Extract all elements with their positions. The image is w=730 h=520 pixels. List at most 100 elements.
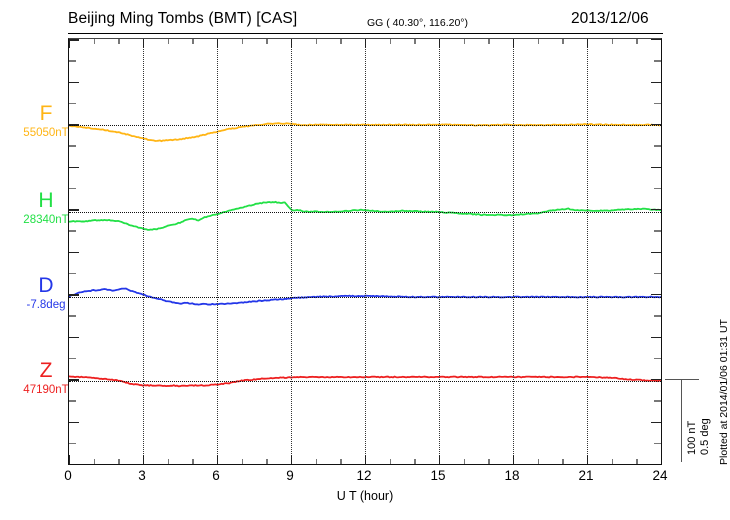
- y-axis-tick: [69, 272, 76, 275]
- y-axis-tick: [69, 145, 76, 147]
- y-axis-tick: [69, 251, 79, 253]
- x-axis-tick-top: [241, 39, 243, 44]
- geographic-coordinates: GG ( 40.30°, 116.20°): [367, 17, 469, 29]
- component-symbol-d: D: [38, 274, 54, 297]
- vertical-gridline: [291, 39, 292, 464]
- baseline-h: [69, 212, 661, 213]
- x-axis-tick-top: [340, 39, 342, 44]
- x-axis-tick: [389, 459, 391, 464]
- y-axis-tick-right: [654, 230, 661, 232]
- x-axis-tick-top: [488, 39, 490, 44]
- x-axis-tick: [488, 459, 490, 464]
- x-axis-tick-label: 3: [138, 468, 146, 483]
- y-axis-tick-right: [651, 124, 661, 126]
- y-axis-tick-right: [654, 400, 661, 402]
- x-axis-tick: [217, 455, 219, 464]
- x-axis-tick: [93, 459, 95, 464]
- x-axis-tick: [118, 459, 120, 464]
- y-axis-tick: [69, 187, 76, 190]
- y-axis-tick: [69, 230, 76, 232]
- x-axis-tick-top: [118, 39, 120, 44]
- x-axis-tick: [192, 459, 194, 464]
- x-axis-tick: [143, 455, 145, 464]
- y-axis-tick: [69, 400, 76, 402]
- y-axis-tick: [69, 294, 79, 296]
- y-axis-tick-right: [654, 442, 661, 445]
- y-axis-tick-right: [654, 187, 661, 190]
- x-axis-tick-label: 15: [430, 468, 446, 483]
- x-axis-tick-label: 24: [652, 468, 668, 483]
- x-axis-tick: [414, 459, 416, 464]
- x-axis-tick-top: [389, 39, 391, 44]
- y-axis-tick-right: [654, 60, 661, 62]
- x-axis-tick-label: 0: [64, 468, 72, 483]
- component-symbol-h: H: [38, 189, 54, 212]
- x-axis-tick-label: 21: [578, 468, 594, 483]
- vertical-gridline: [439, 39, 440, 464]
- component-label-z: Z 47190nT: [14, 360, 78, 397]
- x-axis-tick: [587, 455, 589, 464]
- baseline-d: [69, 297, 661, 298]
- x-axis-tick: [241, 459, 243, 464]
- component-symbol-f: F: [39, 102, 53, 125]
- x-axis-tick-top: [143, 39, 145, 48]
- x-axis-tick: [463, 459, 465, 464]
- y-axis-tick-right: [651, 166, 661, 168]
- x-axis-tick-top: [266, 39, 268, 44]
- header-divider: [68, 33, 663, 34]
- baseline-f: [69, 125, 661, 126]
- x-axis-tick: [266, 459, 268, 464]
- y-axis-tick: [69, 442, 76, 445]
- y-axis-tick: [69, 421, 79, 423]
- x-axis-tick-top: [463, 39, 465, 44]
- y-axis-tick: [69, 357, 76, 360]
- x-axis-tick-top: [439, 39, 441, 48]
- y-axis-tick: [69, 102, 76, 105]
- y-axis-tick-right: [654, 102, 661, 105]
- component-label-d: D -7.8deg: [14, 275, 78, 312]
- x-axis-tick-top: [315, 39, 317, 44]
- y-axis-tick: [69, 124, 79, 126]
- y-axis-tick-right: [654, 272, 661, 275]
- x-axis-tick-top: [513, 39, 515, 48]
- component-baseline-d: -7.8deg: [26, 299, 66, 311]
- y-axis-tick-right: [651, 39, 661, 41]
- y-axis-tick-right: [651, 379, 661, 381]
- scale-bar-label-nt: 100 nT: [686, 420, 698, 455]
- y-axis-tick-right: [651, 81, 661, 83]
- y-axis-tick: [69, 209, 79, 211]
- x-axis-tick-top: [167, 39, 169, 44]
- x-axis-tick: [513, 455, 515, 464]
- x-axis-tick: [636, 459, 638, 464]
- x-axis-tick: [611, 459, 613, 464]
- scale-bar-label-deg: 0.5 deg: [699, 418, 711, 455]
- y-axis-tick: [69, 379, 79, 381]
- x-axis-tick-label: 12: [356, 468, 372, 483]
- scale-bar-vertical: [681, 379, 683, 462]
- observation-date: 2013/12/06: [571, 10, 649, 27]
- x-axis-title: U T (hour): [336, 489, 394, 503]
- x-axis-tick-top: [414, 39, 416, 44]
- y-axis-tick: [69, 336, 79, 338]
- x-axis-tick: [291, 455, 293, 464]
- plot-canvas: [69, 39, 661, 464]
- y-axis-tick-right: [654, 145, 661, 147]
- y-axis-tick: [69, 315, 76, 317]
- magnetogram-plot-area: [68, 38, 662, 465]
- vertical-gridline: [365, 39, 366, 464]
- x-axis-tick-label: 9: [286, 468, 294, 483]
- y-axis-tick-right: [651, 294, 661, 296]
- component-symbol-z: Z: [39, 359, 53, 382]
- x-axis-tick: [365, 455, 367, 464]
- y-axis-tick-right: [651, 336, 661, 338]
- x-axis-tick-top: [291, 39, 293, 48]
- x-axis-tick-top: [93, 39, 95, 44]
- x-axis-tick: [562, 459, 564, 464]
- trace-z: [69, 375, 661, 388]
- x-axis-tick: [439, 455, 441, 464]
- x-axis-tick: [69, 455, 71, 464]
- vertical-gridline: [513, 39, 514, 464]
- y-axis-tick-right: [654, 357, 661, 360]
- x-axis-tick: [315, 459, 317, 464]
- component-label-f: F 55050nT: [14, 103, 78, 140]
